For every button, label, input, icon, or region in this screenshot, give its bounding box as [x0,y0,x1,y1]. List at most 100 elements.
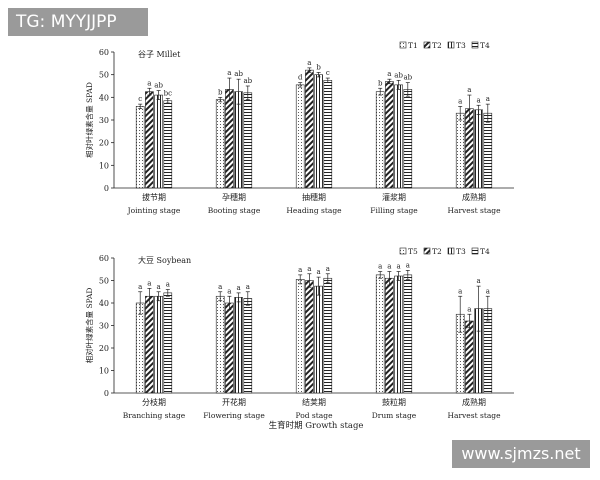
legend-label: T2 [432,41,442,50]
category-label-zh: 鼓粒期 [382,397,406,407]
significance-letter: ab [154,82,163,90]
category-label-en: Pod stage [295,411,333,420]
significance-letter: a [307,265,311,273]
bar [163,100,173,189]
bar [145,295,154,394]
category-label-zh: 拔节期 [142,192,166,202]
bar [225,89,234,189]
category-label-zh: 灌浆期 [382,192,406,202]
watermark-top-left: TG: MYYJJPP [8,8,148,36]
y-tick-label: 50 [99,71,109,80]
category-label-en: Heading stage [286,206,342,215]
bar [215,295,225,394]
significance-letter: a [298,266,302,274]
category-label-zh: 开花期 [222,397,246,407]
legend-label: T3 [456,41,466,50]
bar [225,302,234,394]
category-label-en: Harvest stage [447,206,501,215]
significance-letter: a [317,268,321,276]
legend-swatch [399,41,407,49]
significance-letter: c [138,95,142,103]
legend-label: T4 [480,247,490,256]
significance-letter: a [326,265,330,273]
bar [314,74,323,189]
panel-title: 大豆 Soybean [138,255,191,265]
significance-letter: bc [164,89,172,97]
y-tick-label: 40 [99,299,109,308]
bar [394,275,403,394]
significance-letter: a [467,305,471,313]
bar [243,92,253,189]
significance-letter: a [378,263,382,271]
significance-letter: a [147,279,151,287]
y-tick-label: 10 [99,367,109,376]
category-label-zh: 结荚期 [302,397,326,407]
significance-letter: ab [234,70,243,78]
bar [243,298,253,394]
x-axis-title: 生育时期 Growth stage [269,420,364,431]
y-tick-label: 30 [99,116,109,125]
significance-letter: b [378,79,383,87]
bar [215,99,225,189]
significance-letter: a [166,281,170,289]
category-label-en: Drum stage [372,411,417,420]
bar [295,279,305,394]
bar [135,106,145,189]
bar [163,292,173,394]
y-tick-label: 10 [99,161,109,170]
watermark-bottom-right: www.sjmzs.net [452,440,590,468]
significance-letter: ab [403,74,412,82]
significance-letter: a [477,96,481,104]
category-label-en: Booting stage [208,206,261,215]
significance-letter: a [397,263,401,271]
y-tick-label: 20 [99,139,109,148]
significance-letter: a [387,263,391,271]
legend-swatch [447,41,455,49]
category-label-en: Flowering stage [203,411,265,420]
significance-letter: a [477,277,481,285]
legend-label: T4 [480,41,490,50]
significance-letter: a [307,59,311,67]
significance-letter: d [298,74,303,82]
legend-swatch [399,247,407,255]
y-tick-label: 60 [99,254,109,263]
significance-letter: a [147,79,151,87]
bar [314,285,323,394]
bar [385,81,394,189]
bar [483,112,493,189]
bar [403,89,413,189]
significance-letter: a [246,283,250,291]
category-label-zh: 孕穗期 [222,192,246,202]
y-tick-label: 40 [99,93,109,102]
category-label-en: Jointing stage [127,206,181,215]
y-tick-label: 30 [99,322,109,331]
significance-letter: ab [394,71,403,79]
significance-letter: a [458,97,462,105]
significance-letter: a [387,70,391,78]
y-tick-label: 0 [104,389,109,398]
bar [323,80,333,189]
y-tick-label: 50 [99,277,109,286]
legend-swatch [471,41,479,49]
y-axis-label: 相对叶绿素含量 SPAD [84,288,94,364]
category-label-zh: 抽穗期 [302,192,326,202]
category-label-en: Branching stage [123,411,186,420]
y-tick-label: 60 [99,48,109,57]
significance-letter: a [467,86,471,94]
significance-letter: a [458,287,462,295]
legend-swatch [447,247,455,255]
legend-label: T5 [408,247,418,256]
legend-swatch [423,247,431,255]
bar [234,91,243,189]
category-label-zh: 成熟期 [462,397,486,407]
y-tick-label: 20 [99,344,109,353]
bar [305,280,314,394]
bar [403,274,413,394]
legend-label: T3 [456,247,466,256]
significance-letter: a [486,287,490,295]
bar [154,295,163,394]
category-label-zh: 成熟期 [462,192,486,202]
significance-letter: c [326,69,330,77]
significance-letter: a [218,283,222,291]
category-label-en: Harvest stage [447,411,501,420]
